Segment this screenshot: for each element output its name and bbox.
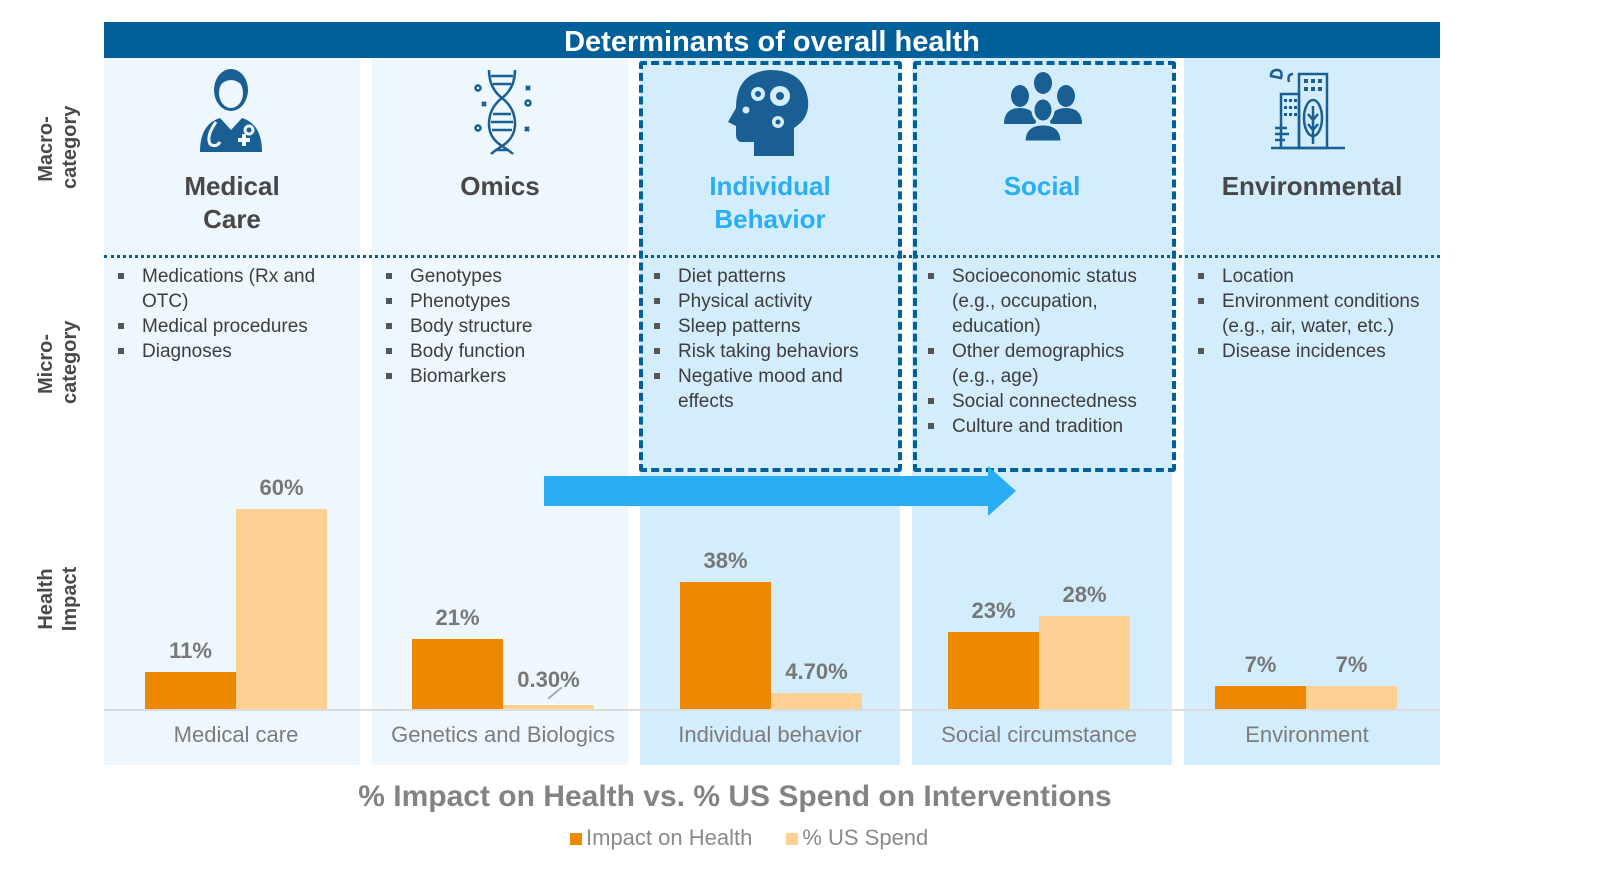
micro-item: Medications (Rx and OTC) [104,264,344,314]
data-label: 28% [1062,581,1107,607]
micro-list-individual-behavior: Diet patterns Physical activity Sleep pa… [640,264,890,414]
category-label: Environment [1245,722,1369,747]
micro-item: Medical procedures [104,314,344,339]
bar-spend [236,509,327,709]
legend-label: Impact on Health [586,825,753,850]
category-label: Genetics and Biologics [391,722,615,747]
macro-label-line: Individual [709,171,831,201]
data-label: 4.70% [785,659,848,685]
micro-item: Biomarkers [372,364,622,389]
people-group-icon [1004,72,1082,144]
right-arrow-icon [544,466,1016,516]
micro-item: Body function [372,339,622,364]
micro-item: Social connectedness [914,389,1166,414]
macro-label-line: Environmental [1221,171,1403,201]
bar-impact [145,672,236,709]
micro-item: Physical activity [640,289,890,314]
macro-label-social: Social [912,170,1172,203]
data-label: 60% [259,475,304,500]
legend-item-spend: % US Spend [786,825,928,851]
micro-item: Disease incidences [1184,339,1424,364]
doctor-icon [200,69,262,152]
row-label-line: category [59,105,81,189]
legend-item-impact: Impact on Health [570,825,752,851]
micro-item: Other demographics (e.g., age) [914,339,1166,389]
macro-label-line: Care [203,204,261,234]
micro-item: Environment conditions (e.g., air, water… [1184,289,1424,339]
micro-item: Sleep patterns [640,314,890,339]
data-label: 21% [435,605,480,630]
micro-item: Phenotypes [372,289,622,314]
data-label: 0.30% [517,667,580,692]
micro-item: Culture and tradition [914,414,1166,439]
bar-impact [412,639,503,709]
category-label: Medical care [173,722,299,747]
row-label-line: Micro- [35,334,57,394]
micro-item: Diagnoses [104,339,344,364]
row-label-micro-category: Micro- category [34,320,82,404]
macro-label-line: Social [1003,171,1081,201]
row-label-line: category [59,320,81,404]
macro-label-environmental: Environmental [1184,170,1440,203]
category-label: Individual behavior [678,722,862,747]
column-environmental [1184,58,1440,765]
bar-spend [1039,615,1130,709]
macro-label-medical-care: Medical Care [104,170,360,236]
head-gears-icon [728,70,809,156]
macro-label-individual-behavior: Individual Behavior [640,170,900,236]
micro-list-omics: Genotypes Phenotypes Body structure Body… [372,264,622,389]
micro-item: Location [1184,264,1424,289]
data-label: 7% [1244,651,1277,677]
row-label-line: Health [35,568,57,630]
bar-impact [1215,685,1306,709]
category-label: Social circumstance [941,722,1137,747]
micro-item: Diet patterns [640,264,890,289]
highlight-box-social [913,61,1176,472]
data-label: 38% [703,548,748,574]
micro-item: Genotypes [372,264,622,289]
chart-baseline [104,709,1440,711]
macro-label-line: Medical [184,171,280,201]
macro-label-omics: Omics [372,170,628,203]
section-divider [104,255,1440,258]
highlight-box-individual-behavior [639,61,902,472]
city-environment-icon [1269,68,1345,150]
row-label-macro-category: Macro- category [34,105,82,189]
bar-spend [1306,685,1397,709]
legend-swatch [570,833,582,846]
micro-item: Socioeconomic status (e.g., occupation, … [914,264,1166,339]
legend-label: % US Spend [802,825,929,850]
row-label-health-impact: Health Impact [34,559,82,639]
micro-list-medical-care: Medications (Rx and OTC) Medical procedu… [104,264,344,364]
row-label-line: Impact [59,566,81,632]
bar-impact [680,582,771,709]
bar-spend [503,705,594,709]
micro-item: Negative mood and effects [640,364,890,414]
chart-legend: Impact on Health % US Spend [570,825,928,851]
bar-impact [948,632,1039,709]
macro-label-line: Behavior [714,204,826,234]
page-title: Determinants of overall health [104,22,1440,58]
legend-swatch [786,833,799,846]
micro-list-social: Socioeconomic status (e.g., occupation, … [914,264,1166,439]
data-label: 11% [169,638,212,664]
chart-title: % Impact on Health vs. % US Spend on Int… [358,780,1112,813]
macro-label-line: Omics [460,171,540,201]
data-label: 7% [1335,651,1368,677]
micro-list-environmental: Location Environment conditions (e.g., a… [1184,264,1424,364]
row-label-line: Macro- [35,116,57,182]
micro-item: Body structure [372,314,622,339]
dna-icon [474,69,532,155]
bar-spend [771,693,862,709]
micro-item: Risk taking behaviors [640,339,890,364]
data-label: 23% [971,598,1016,624]
